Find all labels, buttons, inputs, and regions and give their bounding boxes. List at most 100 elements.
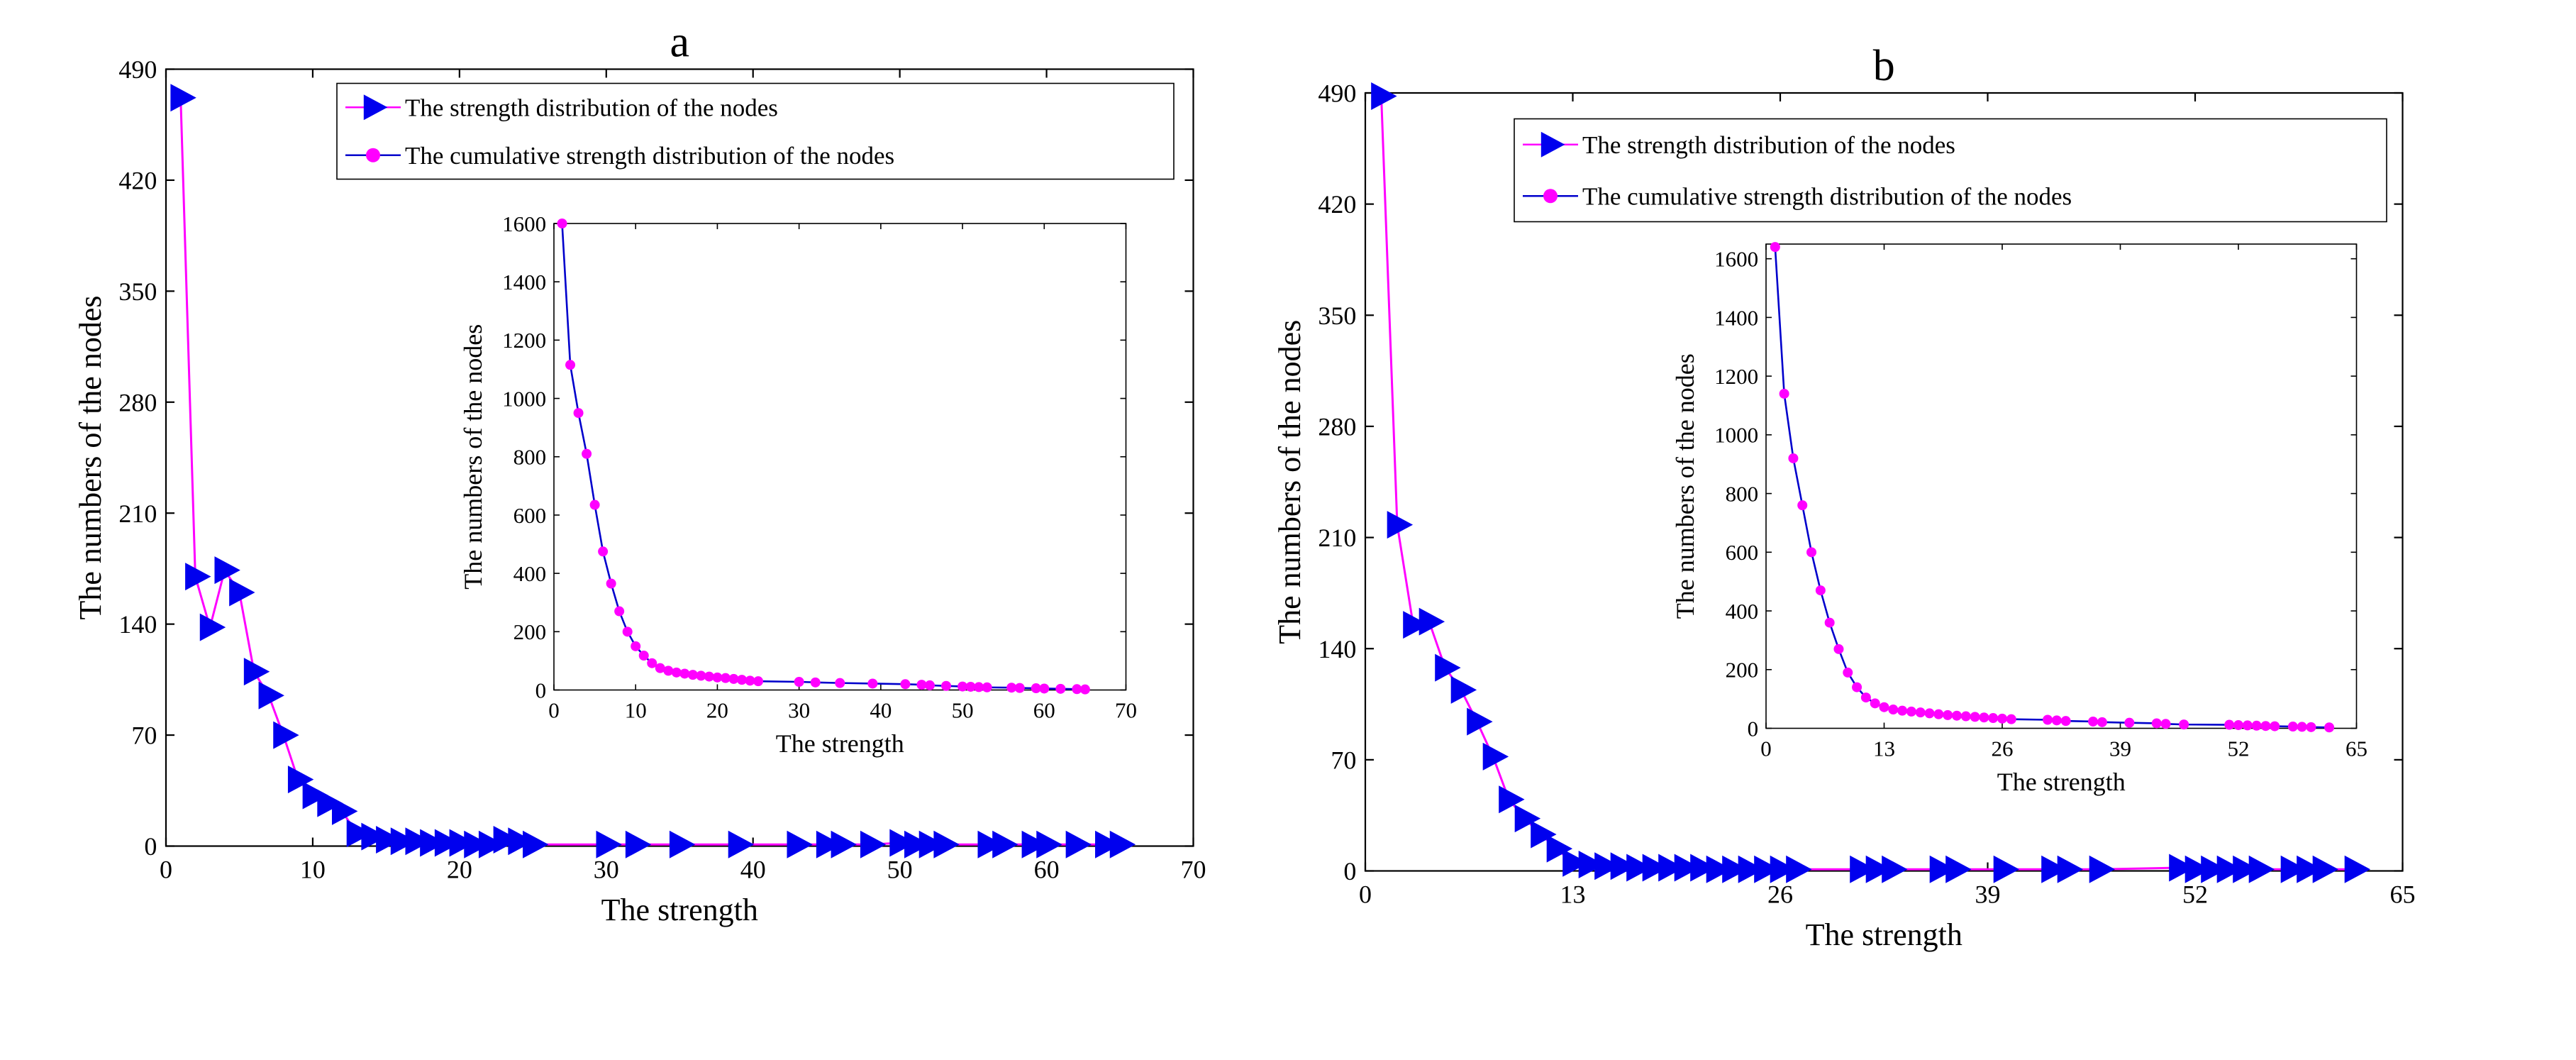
panel-b-main-xtick-label: 0	[1359, 880, 1372, 909]
panel-a-main-point	[229, 578, 255, 607]
panel-b-main-point	[1482, 742, 1509, 771]
panel-a-inset-point	[1072, 684, 1082, 695]
panel-b-inset-point	[2224, 719, 2235, 730]
panel-a-inset-point	[916, 680, 927, 690]
panel-b-legend-marker	[1540, 131, 1565, 158]
panel-b-main-point	[2344, 855, 2371, 883]
panel-b-inset-point	[1951, 710, 1962, 721]
panel-a-main-point	[361, 822, 387, 851]
panel-b-inset-point	[2179, 719, 2189, 730]
panel-b-main-point	[1786, 855, 1812, 883]
panel-a-inset-point	[736, 675, 747, 685]
panel-b-main-ytick-label: 0	[1343, 857, 1356, 885]
panel-b-inset-point	[1788, 453, 1799, 463]
panel-a-inset-point	[712, 672, 723, 683]
panel-a-main-ytick-label: 210	[118, 499, 157, 528]
panel-a-main-point	[625, 830, 652, 859]
panel-a-inset-xtick-label: 70	[1115, 697, 1137, 722]
panel-a-main-point	[420, 829, 446, 857]
panel-b-main-point	[2280, 855, 2307, 883]
panel-a-label: a	[670, 18, 689, 67]
panel-b-main-ytick-label: 280	[1318, 413, 1356, 441]
panel-b-main-point	[2184, 855, 2211, 883]
panel-a-inset-point	[1039, 683, 1050, 694]
panel-a-main-point	[728, 830, 755, 859]
panel-b-inset-point	[2124, 717, 2135, 728]
panel-a-inset-point	[687, 670, 698, 680]
panel-a-main-point	[992, 830, 1018, 859]
panel-a-main-ytick-label: 0	[144, 832, 157, 861]
panel-a-inset-ytick-label: 1000	[502, 386, 546, 411]
panel-a-main-xtick-label: 30	[594, 856, 619, 884]
panel-a-inset-point	[696, 670, 706, 681]
panel-a-inset-point	[598, 546, 609, 557]
panel-b-inset-point	[1806, 547, 1817, 558]
panel-b-main-point	[1626, 854, 1653, 882]
panel-b-inset-ytick-label: 1600	[1714, 247, 1758, 272]
panel-b-main-point	[1499, 785, 1525, 814]
panel-a-main-ytick-label: 140	[118, 610, 157, 639]
panel-a-inset-point	[614, 606, 625, 617]
panel-a-inset-point	[720, 673, 731, 683]
panel-a-inset-point	[671, 667, 682, 678]
panel-b-main-point	[1738, 855, 1765, 883]
panel-a-main-xlabel: The strength	[601, 893, 758, 927]
panel-a-main-point	[508, 827, 534, 856]
panel-a-main-ytick-label: 70	[131, 722, 157, 750]
panel-b-main-point	[1514, 805, 1541, 833]
panel-a-inset-xtick-label: 40	[870, 697, 892, 722]
panel-a-main-point	[787, 830, 813, 859]
panel-b-inset-point	[1815, 585, 1826, 596]
panel-a-inset-point	[728, 673, 739, 684]
panel-a-main-point	[243, 658, 270, 686]
panel-a-inset-ytick-label: 200	[513, 619, 547, 644]
panel-a-inset-ytick-label: 0	[535, 678, 547, 702]
panel-a-main-ylabel: The numbers of the nodes	[73, 296, 108, 620]
panel-a-inset-point	[622, 626, 633, 637]
panel-b-inset-xtick-label: 0	[1760, 736, 1772, 761]
panel-b-inset-point	[2097, 717, 2107, 727]
panel-a-main-point	[185, 563, 211, 591]
panel-a-main-point	[449, 829, 475, 857]
panel-a-inset-point	[900, 679, 911, 690]
panel-b-main-point	[2201, 855, 2227, 883]
panel-a-inset-axes: 0 10 20 30 40 50 60 70 0 200 400 600 800 1000 1200 1400…	[459, 211, 1137, 758]
panel-a-legend: The strength distribution of the nodes Th…	[336, 82, 1175, 180]
panel-a-main-point	[214, 556, 240, 585]
panel-b-inset-point	[1979, 712, 1989, 723]
panel-b-inset-point	[2251, 720, 2262, 731]
panel-b-inset-point	[2270, 721, 2280, 731]
panel-a-main-point	[493, 826, 520, 854]
panel-b-main-point	[1993, 855, 2020, 883]
panel-b-inset-point	[2324, 722, 2335, 733]
panel-a-main-ytick-label: 420	[118, 167, 157, 195]
panel-b-main-point	[1674, 854, 1701, 882]
panel-a-main-xtick-label: 60	[1034, 856, 1060, 884]
panel-b-main-point	[1865, 855, 1892, 883]
panel-b-inset-point	[2006, 714, 2016, 724]
panel-b-inset-series	[1770, 242, 2335, 733]
panel-b-inset-point	[1970, 712, 1980, 722]
panel-a-main-point	[258, 681, 284, 710]
panel-a-inset-point	[974, 682, 984, 692]
panel-a-inset-point	[753, 676, 764, 687]
panel-a-main-point	[199, 613, 226, 641]
panel-b-main-point	[1546, 834, 1573, 863]
panel-a-main-point	[977, 830, 1004, 859]
panel-b-main-point	[1467, 707, 1493, 736]
panel-b-inset-ytick-label: 400	[1726, 599, 1759, 624]
panel-b-inset-point	[1906, 706, 1916, 717]
panel-b-legend-label: The cumulative strength distribution of …	[1582, 182, 2072, 210]
panel-b-main-xlabel: The strength	[1806, 917, 1962, 952]
panel-b-inset-point	[2160, 719, 2171, 729]
panel-b-main-point	[2233, 855, 2259, 883]
panel-b-label: b	[1873, 42, 1895, 90]
panel-b-inset-point	[1924, 708, 1935, 719]
panel-a-main-point	[376, 826, 402, 854]
panel-b-inset-point	[2043, 714, 2053, 725]
panel-a-main-point	[918, 830, 945, 859]
panel-b-inset-point	[1888, 705, 1899, 715]
panel-b-main-xtick-label: 39	[1975, 880, 2001, 909]
panel-b-inset-ytick-label: 1400	[1714, 305, 1758, 330]
